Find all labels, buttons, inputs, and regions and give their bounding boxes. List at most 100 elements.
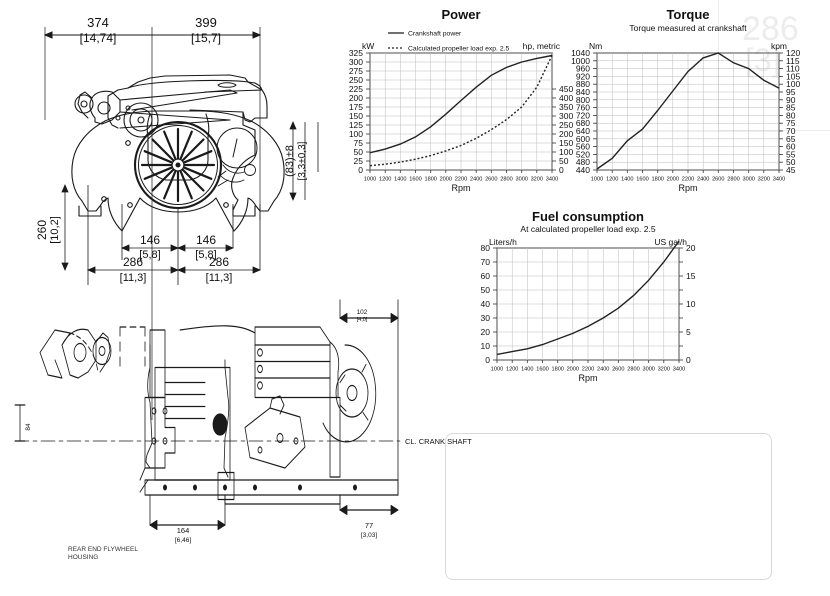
svg-text:1000: 1000 (364, 177, 376, 183)
svg-text:[11,3]: [11,3] (120, 272, 147, 284)
svg-text:1200: 1200 (379, 177, 391, 183)
svg-text:[4,0]: [4,0] (357, 317, 368, 323)
svg-text:150: 150 (349, 111, 363, 121)
svg-text:0: 0 (686, 355, 691, 365)
svg-text:[3,3±0,3]: [3,3±0,3] (297, 141, 308, 180)
svg-text:3200: 3200 (658, 367, 670, 373)
svg-text:75: 75 (354, 138, 364, 148)
svg-text:1200: 1200 (606, 177, 618, 183)
svg-text:350: 350 (559, 102, 573, 112)
svg-text:hp, metric: hp, metric (523, 41, 561, 51)
svg-text:146: 146 (140, 233, 160, 247)
svg-text:286: 286 (123, 255, 143, 269)
svg-text:1600: 1600 (636, 177, 648, 183)
svg-text:kpm: kpm (771, 41, 787, 51)
svg-text:50: 50 (481, 285, 491, 295)
svg-text:3200: 3200 (758, 177, 770, 183)
svg-text:300: 300 (349, 57, 363, 67)
svg-text:3000: 3000 (515, 177, 527, 183)
svg-text:3400: 3400 (673, 367, 685, 373)
svg-text:Rpm: Rpm (678, 183, 697, 193)
svg-text:1800: 1800 (424, 177, 436, 183)
svg-text:146: 146 (196, 233, 216, 247)
svg-text:200: 200 (349, 93, 363, 103)
svg-text:125: 125 (349, 120, 363, 130)
svg-text:260: 260 (35, 220, 49, 240)
svg-text:3200: 3200 (531, 177, 543, 183)
svg-text:2800: 2800 (727, 177, 739, 183)
svg-text:50: 50 (354, 147, 364, 157)
svg-text:84: 84 (25, 423, 32, 431)
svg-text:77: 77 (365, 521, 373, 530)
svg-text:3000: 3000 (642, 367, 654, 373)
svg-text:10: 10 (686, 299, 696, 309)
svg-text:2800: 2800 (627, 367, 639, 373)
svg-text:1400: 1400 (521, 367, 533, 373)
svg-text:250: 250 (559, 120, 573, 130)
svg-text:[10,2]: [10,2] (49, 216, 61, 244)
svg-text:450: 450 (559, 84, 573, 94)
svg-text:70: 70 (481, 257, 491, 267)
svg-text:HOUSING: HOUSING (68, 554, 98, 561)
svg-text:399: 399 (195, 15, 217, 30)
svg-text:175: 175 (349, 102, 363, 112)
svg-text:CL. CRANK SHAFT: CL. CRANK SHAFT (405, 437, 472, 446)
svg-text:Crankshaft power: Crankshaft power (408, 31, 462, 38)
svg-text:1600: 1600 (409, 177, 421, 183)
svg-text:1000: 1000 (491, 367, 503, 373)
svg-text:40: 40 (481, 299, 491, 309)
svg-text:1800: 1800 (651, 177, 663, 183)
svg-text:2200: 2200 (582, 367, 594, 373)
svg-text:60: 60 (481, 271, 491, 281)
svg-text:15: 15 (686, 271, 696, 281)
svg-text:[3,03]: [3,03] (361, 532, 377, 539)
svg-text:275: 275 (349, 66, 363, 76)
svg-text:1600: 1600 (536, 367, 548, 373)
svg-text:25: 25 (354, 156, 364, 166)
svg-text:1000: 1000 (591, 177, 603, 183)
svg-text:286: 286 (209, 255, 229, 269)
svg-text:0: 0 (485, 355, 490, 365)
svg-text:0: 0 (358, 165, 363, 175)
svg-text:150: 150 (559, 138, 573, 148)
svg-text:2400: 2400 (470, 177, 482, 183)
svg-text:2800: 2800 (500, 177, 512, 183)
svg-text:1800: 1800 (551, 367, 563, 373)
svg-text:50: 50 (559, 156, 569, 166)
svg-text:2400: 2400 (697, 177, 709, 183)
svg-text:2000: 2000 (440, 177, 452, 183)
svg-text:120: 120 (786, 48, 800, 58)
svg-text:200: 200 (559, 129, 573, 139)
svg-text:2600: 2600 (712, 177, 724, 183)
svg-text:(83)±8: (83)±8 (284, 145, 296, 177)
svg-text:2200: 2200 (455, 177, 467, 183)
svg-text:Rpm: Rpm (451, 183, 470, 193)
svg-text:[14,74]: [14,74] (80, 31, 117, 45)
svg-text:0: 0 (559, 165, 564, 175)
svg-text:30: 30 (481, 313, 491, 323)
svg-text:100: 100 (349, 129, 363, 139)
svg-text:5: 5 (686, 327, 691, 337)
svg-text:REAR END FLYWHEEL: REAR END FLYWHEEL (68, 546, 138, 553)
svg-text:Calculated propeller load exp.: Calculated propeller load exp. 2.5 (408, 46, 509, 53)
svg-text:2200: 2200 (682, 177, 694, 183)
svg-text:kW: kW (362, 41, 374, 51)
svg-text:2600: 2600 (612, 367, 624, 373)
svg-text:Fuel consumption: Fuel consumption (532, 209, 644, 224)
svg-text:374: 374 (87, 15, 109, 30)
svg-text:1040: 1040 (571, 48, 590, 58)
svg-text:400: 400 (559, 93, 573, 103)
svg-text:164: 164 (177, 526, 190, 535)
svg-text:Power: Power (441, 7, 480, 22)
svg-text:At calculated propeller load e: At calculated propeller load exp. 2.5 (520, 224, 655, 234)
svg-text:2400: 2400 (597, 367, 609, 373)
svg-text:100: 100 (559, 147, 573, 157)
svg-text:3400: 3400 (546, 177, 558, 183)
svg-text:[11,3]: [11,3] (206, 272, 233, 284)
svg-text:20: 20 (686, 243, 696, 253)
svg-text:1400: 1400 (621, 177, 633, 183)
svg-text:Liters/h: Liters/h (489, 237, 517, 247)
svg-text:20: 20 (481, 327, 491, 337)
svg-text:3400: 3400 (773, 177, 785, 183)
svg-text:Rpm: Rpm (578, 373, 597, 383)
